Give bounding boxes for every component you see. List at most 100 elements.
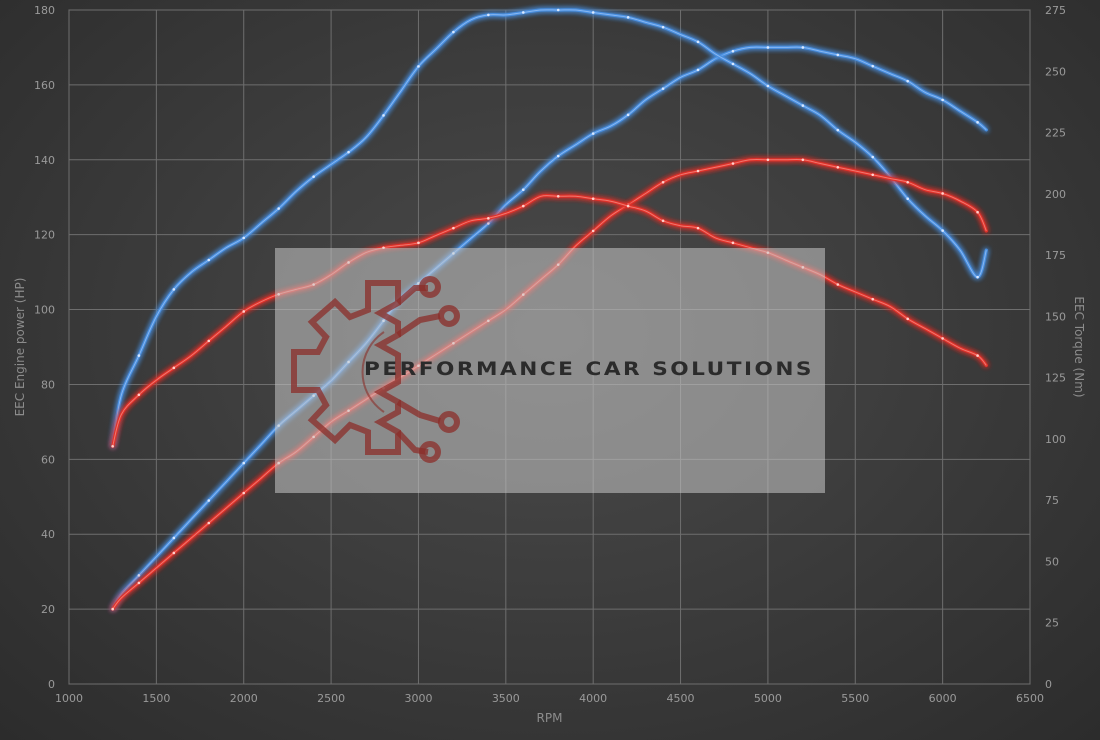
data-point <box>137 354 141 357</box>
y-right-tick-label: 250 <box>1045 65 1066 78</box>
data-point <box>556 8 560 12</box>
data-point <box>836 283 840 286</box>
data-point <box>347 150 350 154</box>
data-point <box>626 113 630 117</box>
data-point <box>661 219 665 223</box>
x-tick-label: 2500 <box>317 692 345 705</box>
watermark: PERFORMANCE CAR SOLUTIONS <box>275 248 825 493</box>
series-highlight <box>112 9 987 447</box>
data-point <box>976 210 979 214</box>
data-point <box>696 169 700 173</box>
data-point <box>487 217 490 220</box>
y-right-axis-title: EEC Torque (Nm) <box>1072 296 1086 397</box>
data-point <box>906 180 909 184</box>
x-tick-label: 5500 <box>841 692 869 705</box>
x-tick-label: 6000 <box>929 692 957 705</box>
data-point <box>172 551 176 555</box>
data-point <box>801 158 805 162</box>
data-point <box>696 68 700 72</box>
data-point <box>111 444 114 448</box>
x-tick-label: 5000 <box>754 692 782 705</box>
y-left-tick-label: 120 <box>34 229 55 242</box>
data-point <box>731 49 735 53</box>
data-point <box>242 461 246 465</box>
data-point <box>801 104 805 107</box>
y-left-tick-label: 160 <box>34 79 55 92</box>
data-point <box>871 297 875 301</box>
data-point <box>172 366 176 370</box>
y-left-tick-label: 40 <box>41 528 55 541</box>
y-right-tick-label: 50 <box>1045 555 1059 568</box>
y-right-tick-label: 125 <box>1045 372 1066 385</box>
x-axis-title: RPM <box>537 711 563 725</box>
x-tick-label: 3000 <box>404 692 432 705</box>
data-point <box>172 288 176 291</box>
watermark-arc <box>361 331 385 413</box>
data-point <box>382 114 385 117</box>
data-point <box>696 226 700 230</box>
y-left-tick-label: 80 <box>41 378 55 391</box>
data-point <box>137 581 141 585</box>
data-point <box>172 536 176 540</box>
data-point <box>207 499 211 502</box>
y-left-tick-label: 100 <box>34 304 55 317</box>
data-point <box>242 491 246 495</box>
axes-labels: 1000 1500 2000 2500 3000 3500 4000 4500 5000 5500… <box>13 4 1086 725</box>
data-point <box>417 241 420 245</box>
x-tick-label: 4000 <box>579 692 607 705</box>
data-point <box>906 317 909 321</box>
y-right-tick-label: 225 <box>1045 127 1066 140</box>
data-point <box>871 173 875 177</box>
y-left-axis-title: EEC Engine power (HP) <box>13 278 27 417</box>
data-point <box>521 188 525 192</box>
data-point <box>452 226 455 230</box>
y-left-tick-label: 20 <box>41 603 55 616</box>
data-point <box>626 204 630 208</box>
data-point <box>521 204 525 208</box>
data-point <box>941 192 944 195</box>
data-point <box>417 65 420 68</box>
x-tick-label: 1500 <box>142 692 170 705</box>
y-right-tick-label: 100 <box>1045 433 1066 446</box>
data-point <box>766 84 770 88</box>
data-point <box>661 180 665 184</box>
data-point <box>591 11 595 14</box>
data-point <box>941 98 944 102</box>
data-point <box>731 162 735 165</box>
y-right-tick-label: 175 <box>1045 249 1066 262</box>
data-point <box>242 310 246 313</box>
series-4 <box>111 193 988 448</box>
data-point <box>661 25 665 29</box>
y-left-tick-label: 140 <box>34 154 55 167</box>
data-point <box>312 175 315 178</box>
data-point <box>487 13 490 17</box>
data-point <box>731 241 735 245</box>
data-point <box>871 64 875 68</box>
y-right-tick-label: 0 <box>1045 678 1052 691</box>
series-highlight <box>112 46 987 610</box>
data-point <box>591 197 595 201</box>
data-point <box>242 236 246 240</box>
x-tick-label: 2000 <box>230 692 258 705</box>
x-tick-label: 6500 <box>1016 692 1044 705</box>
y-right-tick-label: 25 <box>1045 617 1059 630</box>
data-point <box>487 222 490 225</box>
data-point <box>801 46 805 49</box>
data-point <box>452 30 455 34</box>
data-point <box>766 158 770 162</box>
data-point <box>111 607 114 611</box>
y-left-tick-label: 0 <box>48 678 55 691</box>
data-point <box>207 339 211 343</box>
data-point <box>731 62 735 66</box>
data-point <box>941 337 944 340</box>
x-tick-label: 1000 <box>55 692 83 705</box>
data-point <box>207 258 211 262</box>
data-point <box>277 207 280 210</box>
data-point <box>521 11 525 14</box>
watermark-text: PERFORMANCE CAR SOLUTIONS <box>364 358 814 380</box>
data-point <box>976 121 979 124</box>
data-point <box>661 87 665 90</box>
data-point <box>591 132 595 135</box>
y-right-tick-label: 200 <box>1045 188 1066 201</box>
